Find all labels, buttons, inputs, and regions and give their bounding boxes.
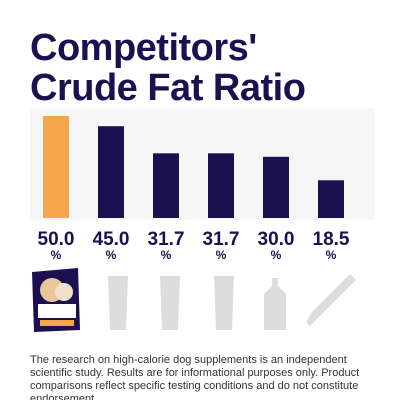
product-pouch [32, 268, 80, 332]
value-label: 31.7 [203, 229, 240, 250]
bar [98, 126, 124, 218]
value-label: 45.0 [93, 229, 130, 250]
value-unit: % [326, 248, 337, 262]
bar [153, 153, 179, 218]
title-line: Crude Fat Ratio [30, 67, 305, 109]
bar [318, 180, 344, 218]
value-label: 30.0 [258, 229, 295, 250]
plot-background [30, 108, 375, 220]
bar [208, 153, 234, 218]
value-label: 31.7 [148, 229, 185, 250]
value-unit: % [216, 248, 227, 262]
value-unit: % [271, 248, 282, 262]
value-label: 18.5 [313, 229, 350, 250]
bar [263, 156, 289, 218]
value-unit: % [161, 248, 172, 262]
value-unit: % [106, 248, 117, 262]
value-label: 50.0 [38, 229, 75, 250]
product-tube [108, 276, 128, 330]
product-syringe [306, 274, 356, 326]
product-tube [160, 276, 180, 330]
bar [43, 116, 69, 218]
note: The research on high-calorie dog supplem… [30, 354, 360, 400]
title-line: Competitors' [30, 27, 257, 69]
product-tube [214, 276, 234, 330]
value-unit: % [51, 248, 62, 262]
product-bottle [264, 278, 286, 330]
